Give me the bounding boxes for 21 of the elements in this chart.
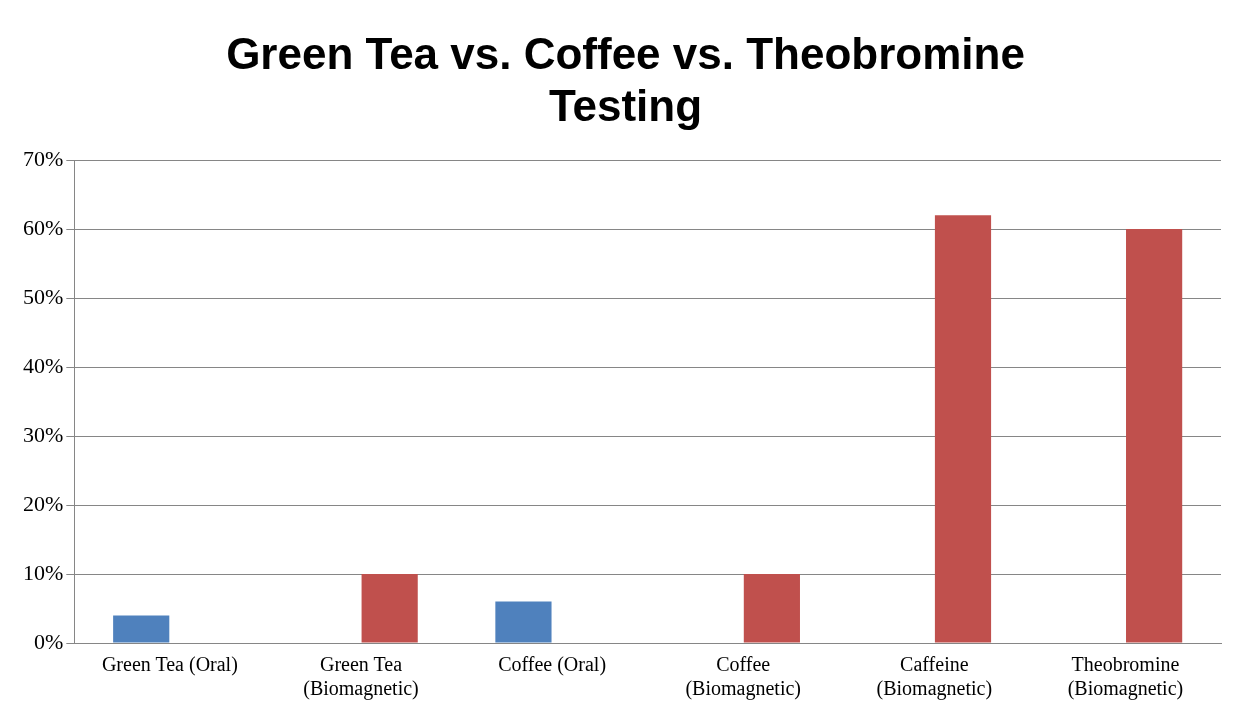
y-tick-label: 30% [23,421,64,447]
x-tick-label: Theobromine (Biomagnetic) [1067,653,1184,701]
bar [361,574,418,643]
bar [934,215,992,643]
y-tick-label: 50% [23,283,64,309]
bar [113,615,170,643]
x-tick-label: Coffee (Oral) [498,653,607,677]
bar [743,574,800,643]
bar [495,601,552,643]
x-tick-label: Green Tea (Biomagnetic) [303,653,419,701]
x-tick-label: Green Tea (Oral) [101,653,238,677]
bar [1126,229,1183,643]
y-tick-label: 0% [34,628,64,654]
y-tick-label: 40% [23,352,64,378]
x-tick-label: Coffee (Biomagnetic) [685,653,801,701]
y-tick-label: 70% [23,145,64,171]
y-tick-label: 20% [23,490,64,516]
chart-title: Green Tea vs. Coffee vs. Theobromine Testing [225,28,1026,132]
y-tick-label: 60% [23,214,64,240]
y-tick-label: 10% [23,559,64,585]
x-tick-label: Caffeine (Biomagnetic) [876,653,993,701]
